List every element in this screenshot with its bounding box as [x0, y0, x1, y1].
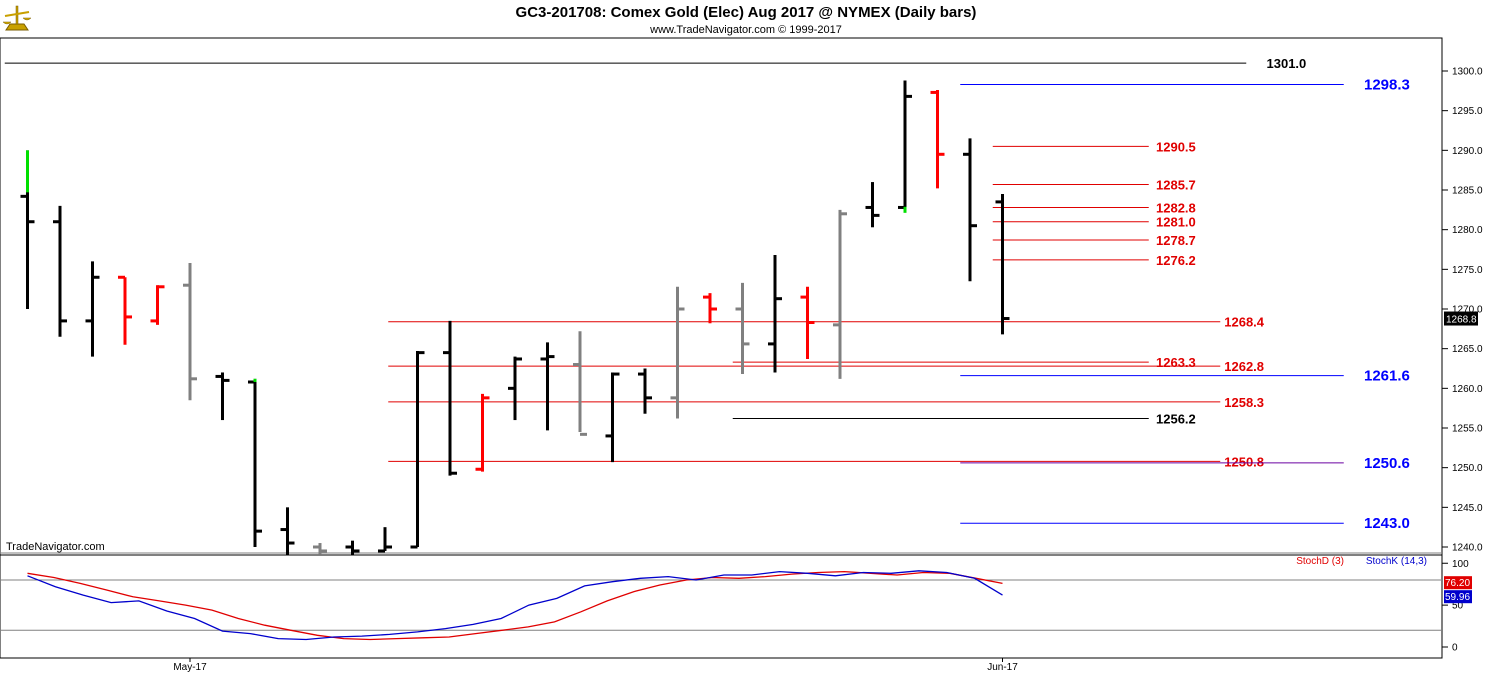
y-tick-label: 1290.0: [1452, 146, 1483, 157]
ohlc-bar: [345, 540, 360, 555]
stoch-lines: [27, 570, 1003, 641]
level-label: 1261.6: [1364, 368, 1410, 385]
ohlc-bar: [183, 262, 197, 401]
ohlc-bar: [215, 372, 230, 421]
ohlc-bar: [378, 527, 392, 553]
y-tick-label: 1240.0: [1452, 543, 1483, 554]
stoch-y-tick-label: 50: [1452, 601, 1464, 612]
level-label: 1301.0: [1267, 56, 1307, 71]
svg-text:1268.8: 1268.8: [1446, 315, 1477, 326]
ohlc-bar: [865, 182, 880, 228]
level-label: 1262.8: [1224, 359, 1264, 374]
ohlc-bar: [280, 507, 295, 555]
ohlc-bar: [150, 285, 165, 325]
ohlc-bar: [898, 80, 912, 213]
stoch-y-tick-label: 100: [1452, 559, 1469, 570]
level-label: 1290.5: [1156, 139, 1196, 154]
chart-subtitle: www.TradeNavigator.com © 1999-2017: [649, 24, 842, 36]
level-label: 1250.6: [1364, 455, 1410, 472]
level-label: 1243.0: [1364, 515, 1410, 532]
level-label: 1250.8: [1224, 454, 1264, 469]
level-label: 1276.2: [1156, 253, 1196, 268]
level-label: 1268.4: [1224, 315, 1265, 330]
ohlc-bar: [930, 90, 945, 189]
ohlc-bar: [670, 286, 685, 419]
level-label: 1258.3: [1224, 395, 1264, 410]
y-tick-label: 1270.0: [1452, 305, 1483, 316]
ohlc-bar: [85, 261, 100, 357]
ohlc-bar: [53, 205, 67, 337]
stoch-y-tick-label: 0: [1452, 643, 1458, 654]
chart-title: GC3-201708: Comex Gold (Elec) Aug 2017 @…: [516, 4, 977, 21]
ohlc-bar: [248, 378, 262, 547]
svg-text:59.96: 59.96: [1445, 592, 1470, 603]
y-tick-label: 1280.0: [1452, 225, 1483, 236]
ohlc-bar: [963, 138, 977, 282]
gold-scale-icon: [2, 5, 32, 31]
ohlc-bar: [800, 286, 815, 359]
y-tick-label: 1245.0: [1452, 503, 1483, 514]
ohlc-bar: [475, 393, 490, 472]
indicator-pane-frame: [0, 554, 1443, 659]
ohlc-bar: [410, 351, 425, 549]
ohlc-bar: [638, 368, 652, 414]
watermark: TradeNavigator.com: [6, 541, 105, 553]
level-label: 1285.7: [1156, 177, 1196, 192]
x-axis: May-17 Jun-17: [173, 658, 1018, 673]
ohlc-bar: [573, 331, 587, 436]
ohlc-bar: [768, 255, 782, 373]
level-label: 1298.3: [1364, 76, 1410, 93]
stoch-d-tag: 76.20: [1444, 576, 1472, 590]
level-label: 1281.0: [1156, 215, 1196, 230]
y-tick-label: 1295.0: [1452, 106, 1483, 117]
y-tick-label: 1250.0: [1452, 463, 1483, 474]
y-tick-label: 1265.0: [1452, 344, 1483, 355]
ohlc-bar: [118, 275, 132, 345]
price-bars: [20, 80, 1010, 555]
legend-stoch-d: StochD (3): [1296, 556, 1344, 567]
stoch-k-tag: 59.96: [1444, 590, 1472, 604]
ohlc-bar: [540, 342, 555, 431]
y-tick-label: 1285.0: [1452, 186, 1483, 197]
stoch-d-line: [27, 570, 1003, 641]
legend-stoch-k: StochK (14,3): [1366, 556, 1427, 567]
stoch-axis: 0 50 100: [0, 559, 1469, 654]
x-tick-label: Jun-17: [987, 662, 1018, 673]
stoch-k-line: [27, 570, 1003, 641]
price-pane-frame: [0, 37, 1443, 556]
y-tick-label: 1300.0: [1452, 67, 1483, 78]
ohlc-bar: [703, 293, 717, 324]
ohlc-bar: [20, 150, 35, 309]
ohlc-bar: [833, 209, 847, 379]
x-tick-label: May-17: [173, 662, 207, 673]
ohlc-bar: [605, 372, 620, 463]
ohlc-bar: [443, 320, 457, 476]
price-axis: 1240.0 1245.0 1250.0 1255.0 1260.0 1265.0 1270…: [1442, 67, 1483, 554]
level-label: 1282.8: [1156, 200, 1196, 215]
y-tick-label: 1260.0: [1452, 384, 1483, 395]
y-tick-label: 1255.0: [1452, 424, 1483, 435]
svg-text:76.20: 76.20: [1445, 578, 1470, 589]
level-label: 1278.7: [1156, 233, 1196, 248]
level-label: 1263.3: [1156, 355, 1196, 370]
level-label: 1256.2: [1156, 411, 1196, 426]
ohlc-bar: [735, 282, 750, 375]
ohlc-bar: [995, 193, 1010, 335]
ohlc-bar: [508, 356, 522, 421]
last-price-tag: 1268.8: [1444, 311, 1478, 326]
ohlc-bar: [313, 543, 327, 555]
y-tick-label: 1275.0: [1452, 265, 1483, 276]
